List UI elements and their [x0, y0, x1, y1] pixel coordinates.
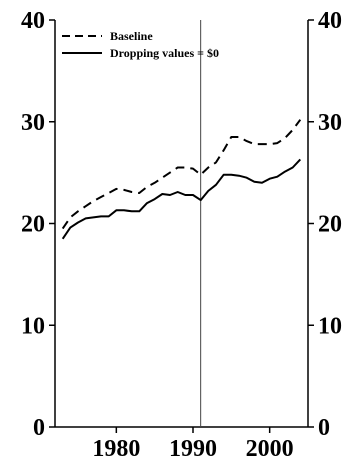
y-axis-left: 0 10 20 30 40 — [21, 8, 55, 441]
y-axis-right: 0 10 20 30 40 — [308, 8, 342, 441]
y-tick-label-left: 20 — [21, 212, 45, 238]
x-tick-label: 1990 — [169, 436, 217, 461]
y-tick-label-right: 30 — [318, 110, 342, 136]
x-tick-label: 1980 — [92, 436, 140, 461]
plot-frame — [54, 20, 309, 428]
legend-label-baseline: Baseline — [110, 29, 153, 43]
x-axis: 1980 1990 2000 — [92, 427, 294, 461]
y-tick-label-left: 40 — [21, 8, 45, 34]
series-line-dropping-values — [61, 158, 302, 240]
legend-label-dropping-values: Dropping values = $0 — [110, 46, 219, 60]
x-tick-label: 2000 — [246, 436, 294, 461]
legend: Baseline Dropping values = $0 — [62, 29, 219, 60]
y-tick-label-left: 0 — [33, 415, 45, 441]
y-tick-label-left: 30 — [21, 110, 45, 136]
series-group — [61, 119, 302, 240]
y-tick-label-right: 20 — [318, 212, 342, 238]
y-tick-label-left: 10 — [21, 313, 45, 339]
y-tick-label-right: 0 — [318, 415, 330, 441]
series-line-baseline — [61, 119, 302, 230]
y-tick-label-right: 40 — [318, 8, 342, 34]
y-tick-label-right: 10 — [318, 313, 342, 339]
